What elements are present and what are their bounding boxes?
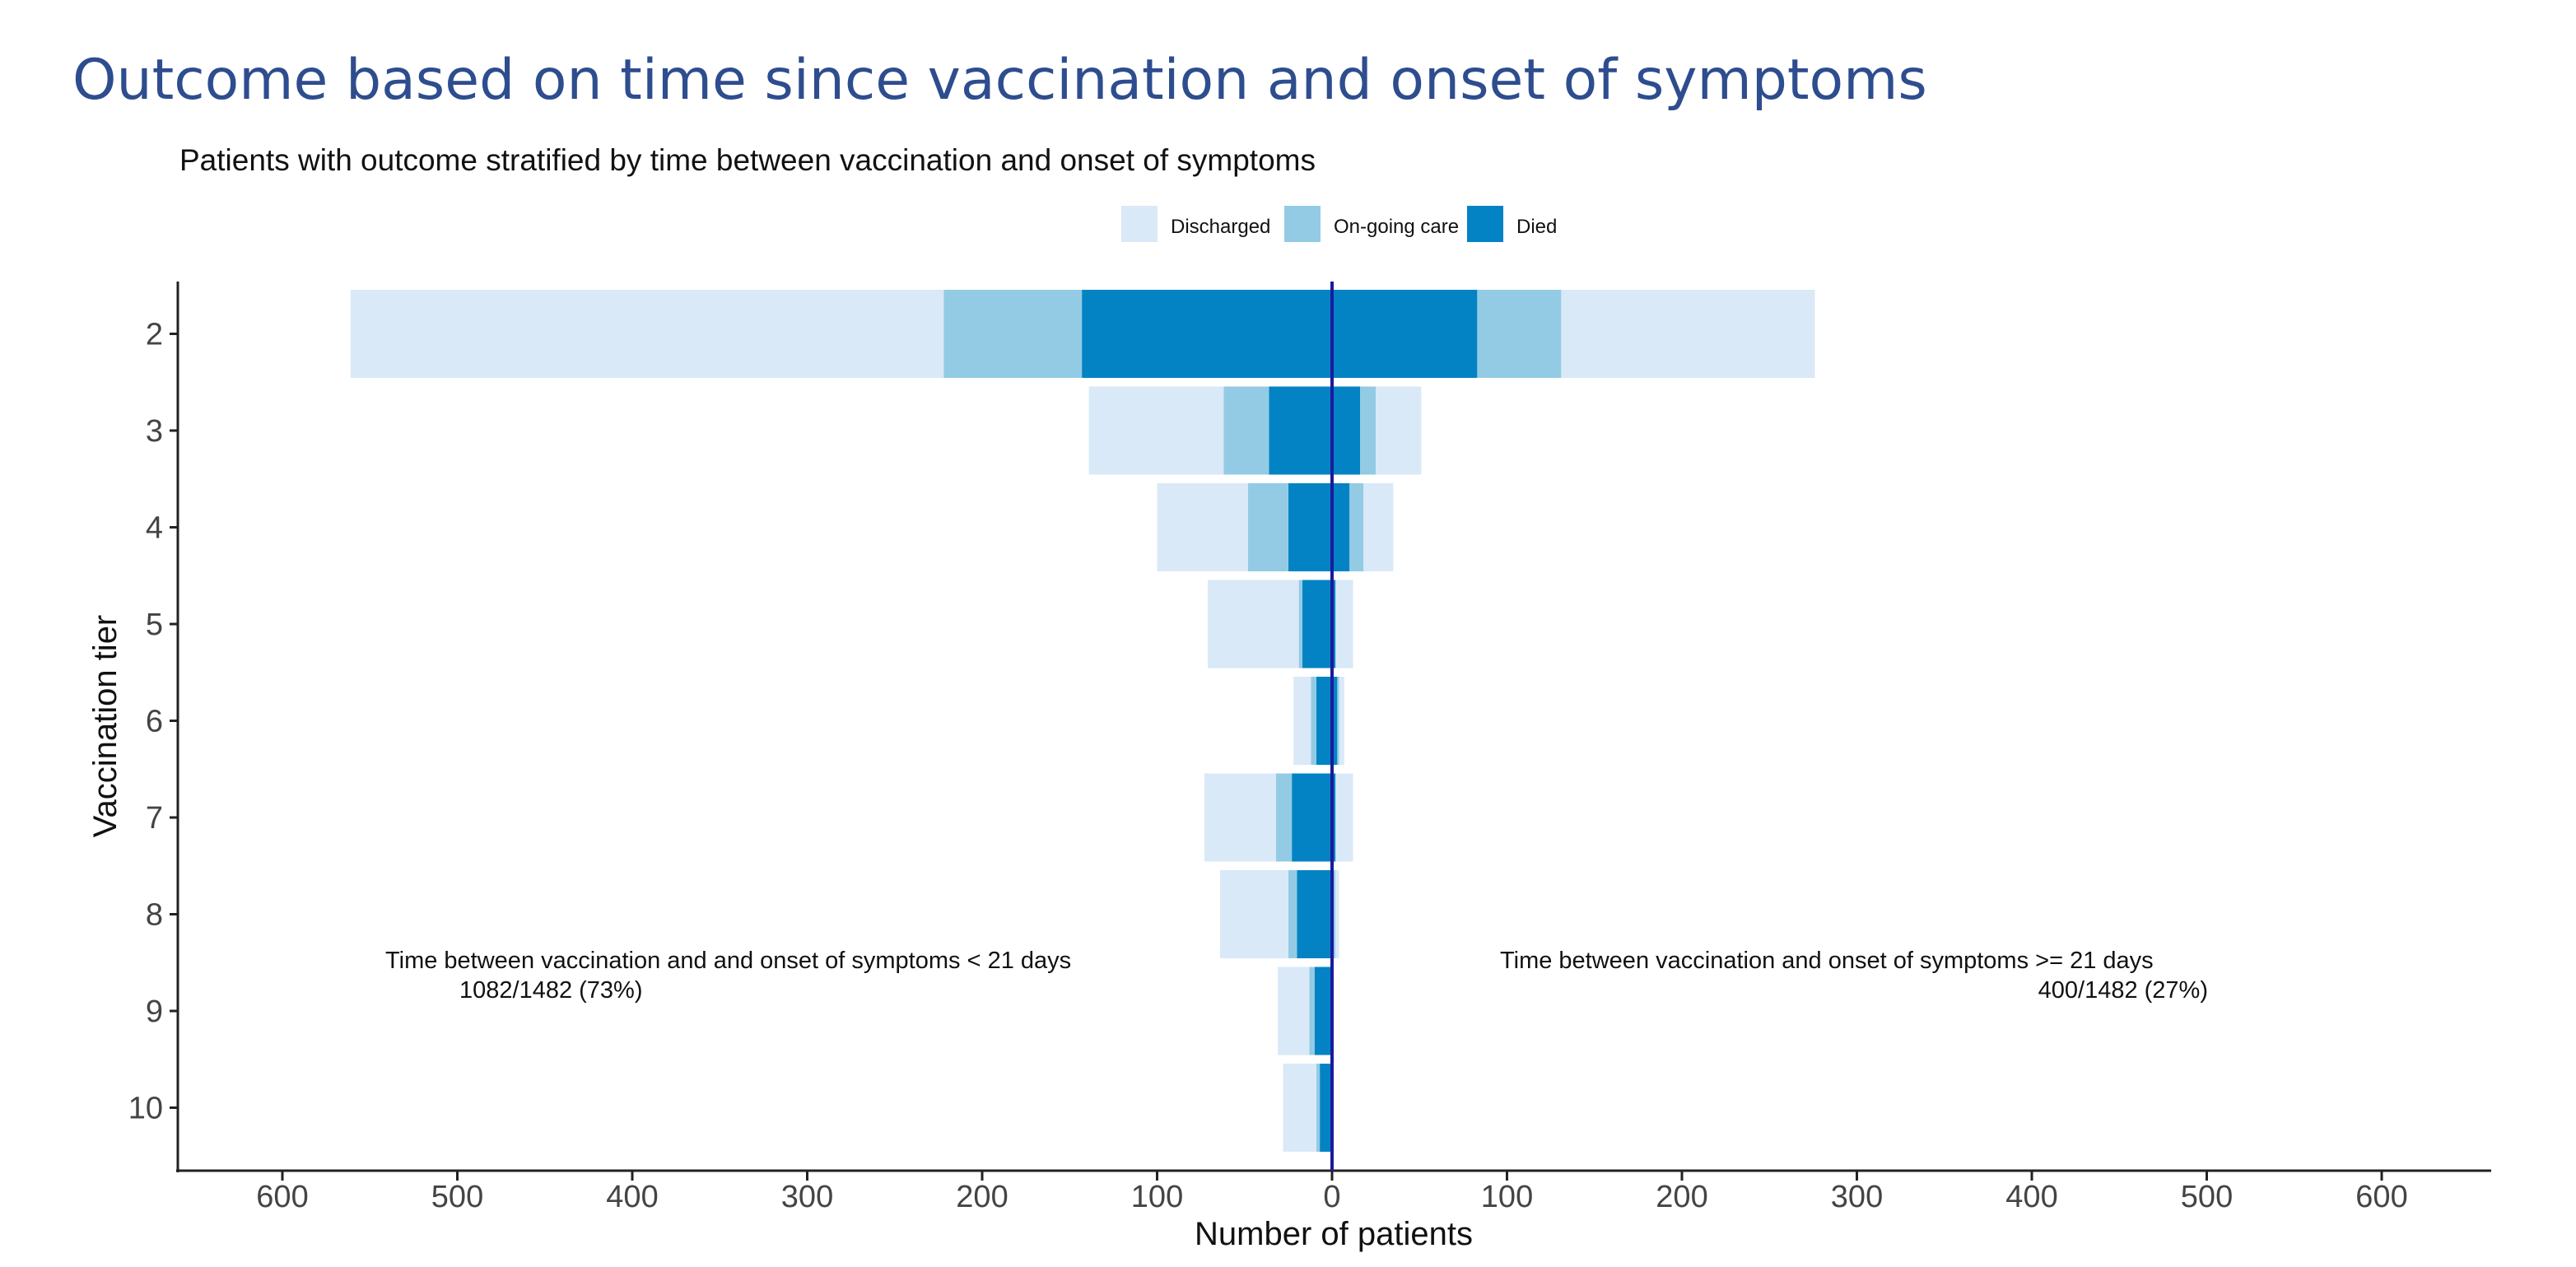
bar-died-lt21-tier-2 (1082, 290, 1332, 378)
y-tick-label-7: 7 (146, 801, 163, 836)
y-tick-label-8: 8 (146, 898, 163, 933)
bar-died-lt21-tier-9 (1314, 967, 1332, 1055)
bar-discharged-lt21-tier-2 (350, 290, 944, 378)
bar-discharged-lt21-tier-7 (1204, 773, 1276, 862)
bar-discharged-lt21-tier-4 (1157, 483, 1248, 571)
legend-label-died: Died (1516, 216, 1557, 238)
bar-died-lt21-tier-7 (1292, 773, 1332, 862)
bar-died-ge21-tier-4 (1332, 483, 1350, 571)
y-axis-ticks: 2 3 4 5 6 7 8 9 10 (128, 318, 178, 1126)
bar-on-going-care-lt21-tier-9 (1309, 967, 1315, 1055)
bar-on-going-care-lt21-tier-4 (1248, 483, 1288, 571)
bar-died-lt21-tier-6 (1316, 677, 1332, 765)
x-tick-label-4: 200 (956, 1180, 1008, 1214)
annotation-left-line2: 1082/1482 (73%) (459, 977, 643, 1004)
chart-subtitle: Patients with outcome stratified by time… (179, 143, 1316, 177)
x-tick-label-6: 0 (1323, 1180, 1340, 1214)
bar-discharged-lt21-tier-6 (1293, 677, 1311, 765)
x-tick-label-0: 600 (256, 1180, 308, 1214)
x-tick-label-3: 300 (781, 1180, 833, 1214)
x-tick-label-1: 500 (431, 1180, 483, 1214)
bar-discharged-lt21-tier-5 (1208, 580, 1299, 668)
bar-on-going-care-lt21-tier-7 (1276, 773, 1293, 862)
x-tick-label-2: 400 (606, 1180, 658, 1214)
x-axis-label: Number of patients (1195, 1216, 1473, 1252)
bar-on-going-care-lt21-tier-6 (1311, 677, 1316, 765)
legend-label-ongoing-care: On-going care (1334, 216, 1459, 238)
legend: Discharged On-going care Died (1121, 206, 1557, 242)
bar-discharged-ge21-tier-8 (1335, 870, 1339, 958)
bar-died-ge21-tier-7 (1332, 773, 1336, 862)
y-axis-label: Vaccination tier (87, 615, 123, 838)
bar-on-going-care-ge21-tier-8 (1334, 870, 1336, 958)
y-tick-label-2: 2 (146, 318, 163, 352)
annotation-right-line1: Time between vaccination and onset of sy… (1500, 948, 2154, 974)
bar-on-going-care-lt21-tier-2 (943, 290, 1083, 378)
y-tick-label-5: 5 (146, 608, 163, 642)
bar-on-going-care-ge21-tier-2 (1477, 290, 1562, 378)
x-axis-ticks: 600 500 400 300 200 100 0 100 200 300 400 500 600 (256, 1171, 2408, 1214)
bar-died-ge21-tier-3 (1332, 386, 1360, 475)
bar-discharged-lt21-tier-9 (1278, 967, 1310, 1055)
bar-on-going-care-lt21-tier-8 (1288, 870, 1297, 958)
x-tick-label-11: 500 (2181, 1180, 2233, 1214)
y-tick-label-9: 9 (146, 995, 163, 1029)
bar-discharged-ge21-tier-3 (1376, 386, 1422, 475)
legend-label-discharged: Discharged (1171, 216, 1270, 238)
bar-on-going-care-ge21-tier-4 (1349, 483, 1364, 571)
x-tick-label-5: 100 (1131, 1180, 1183, 1214)
bars-group (350, 290, 1815, 1152)
bar-died-lt21-tier-5 (1302, 580, 1332, 668)
bar-died-lt21-tier-8 (1297, 870, 1332, 958)
bar-died-ge21-tier-2 (1332, 290, 1478, 378)
bar-died-lt21-tier-10 (1320, 1064, 1332, 1152)
bar-discharged-ge21-tier-5 (1335, 580, 1353, 668)
legend-swatch-ongoing-care (1284, 206, 1321, 242)
bar-discharged-ge21-tier-6 (1339, 677, 1344, 765)
x-tick-label-12: 600 (2355, 1180, 2407, 1214)
bar-on-going-care-ge21-tier-6 (1337, 677, 1339, 765)
slide-title: Outcome based on time since vaccination … (72, 48, 1927, 113)
bar-on-going-care-lt21-tier-10 (1316, 1064, 1321, 1152)
bar-discharged-lt21-tier-3 (1088, 386, 1224, 475)
x-tick-label-10: 400 (2005, 1180, 2057, 1214)
bar-discharged-lt21-tier-10 (1283, 1064, 1316, 1152)
annotation-left: Time between vaccination and and onset o… (385, 948, 1071, 1004)
y-tick-label-4: 4 (146, 511, 163, 546)
x-tick-label-9: 300 (1831, 1180, 1883, 1214)
bar-discharged-lt21-tier-8 (1220, 870, 1288, 958)
y-tick-label-3: 3 (146, 414, 163, 449)
bar-died-ge21-tier-6 (1332, 677, 1338, 765)
x-tick-label-8: 200 (1656, 1180, 1707, 1214)
annotation-right-line2: 400/1482 (27%) (2038, 977, 2208, 1004)
bar-died-lt21-tier-3 (1269, 386, 1332, 475)
legend-swatch-discharged (1121, 206, 1158, 242)
y-tick-label-10: 10 (128, 1092, 163, 1126)
bar-on-going-care-lt21-tier-3 (1223, 386, 1269, 475)
annotation-left-line1: Time between vaccination and and onset o… (385, 948, 1071, 974)
legend-swatch-died (1467, 206, 1503, 242)
bar-discharged-ge21-tier-4 (1363, 483, 1394, 571)
bar-on-going-care-ge21-tier-3 (1360, 386, 1377, 475)
bar-died-lt21-tier-4 (1288, 483, 1332, 571)
annotation-right: Time between vaccination and onset of sy… (1500, 948, 2208, 1004)
bar-discharged-ge21-tier-7 (1335, 773, 1353, 862)
bar-on-going-care-lt21-tier-5 (1298, 580, 1302, 668)
y-tick-label-6: 6 (146, 705, 163, 739)
bar-discharged-ge21-tier-2 (1561, 290, 1815, 378)
x-tick-label-7: 100 (1481, 1180, 1533, 1214)
bar-died-ge21-tier-5 (1332, 580, 1336, 668)
